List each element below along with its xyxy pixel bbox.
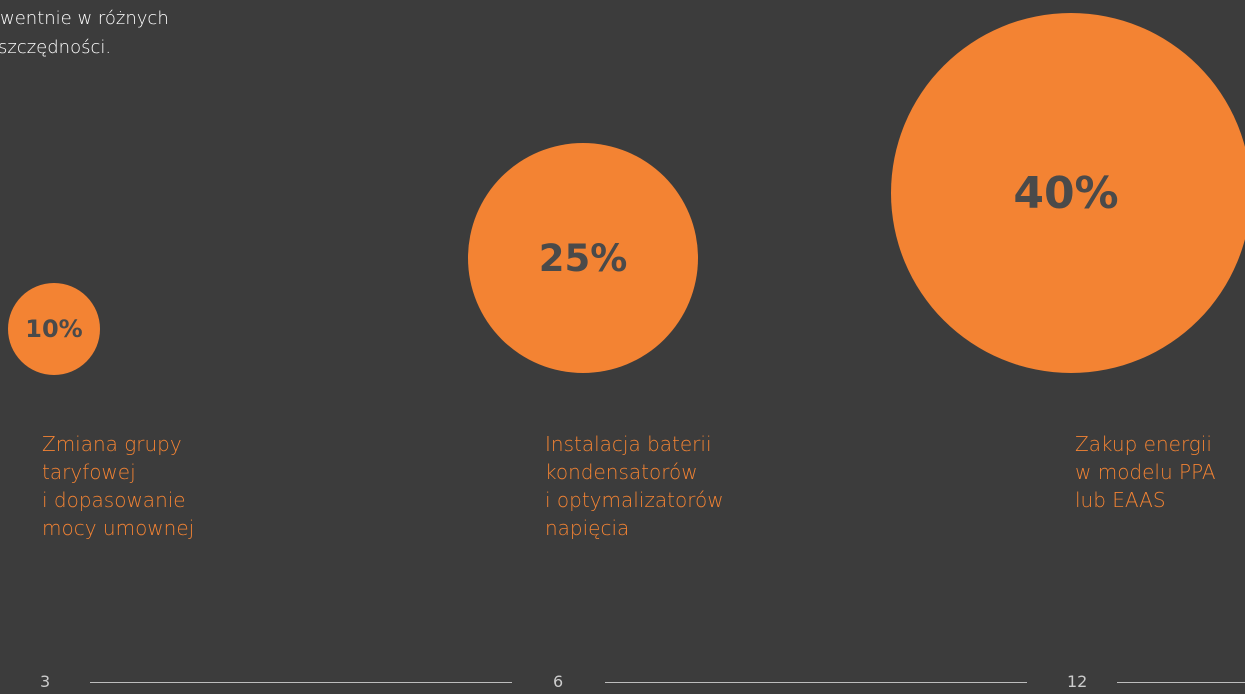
measure-label-2: Instalacja baterii kondensatorów i optym… bbox=[545, 430, 724, 542]
intro-line-1: wentnie w różnych bbox=[0, 8, 169, 29]
label-line: kondensatorów bbox=[545, 460, 698, 484]
label-line: Zakup energii bbox=[1075, 432, 1212, 456]
step-number-2: 6 bbox=[553, 672, 564, 691]
label-line: i optymalizatorów bbox=[545, 488, 724, 512]
intro-line-2: szczędności. bbox=[0, 37, 112, 58]
timeline-divider bbox=[605, 682, 1027, 683]
step-number-1: 3 bbox=[40, 672, 51, 691]
timeline-divider bbox=[90, 682, 512, 683]
label-line: Zmiana grupy bbox=[42, 432, 182, 456]
step-number-3: 12 bbox=[1067, 672, 1088, 691]
percent-value: 40% bbox=[1013, 167, 1119, 219]
label-line: lub EAAS bbox=[1075, 488, 1166, 512]
intro-text: wentnie w różnych szczędności. bbox=[0, 4, 258, 62]
savings-circle-25: 25% bbox=[468, 143, 698, 373]
label-line: mocy umownej bbox=[42, 516, 195, 540]
savings-circle-40: 40% bbox=[891, 13, 1245, 373]
label-line: w modelu PPA bbox=[1075, 460, 1216, 484]
measure-label-1: Zmiana grupy taryfowej i dopasowanie moc… bbox=[42, 430, 194, 542]
label-line: Instalacja baterii bbox=[545, 432, 712, 456]
percent-value: 10% bbox=[25, 315, 83, 343]
timeline-divider bbox=[1117, 682, 1245, 683]
label-line: i dopasowanie bbox=[42, 488, 186, 512]
measure-label-3: Zakup energii w modelu PPA lub EAAS bbox=[1075, 430, 1216, 514]
label-line: napięcia bbox=[545, 516, 630, 540]
savings-circle-10: 10% bbox=[8, 283, 100, 375]
label-line: taryfowej bbox=[42, 460, 136, 484]
percent-value: 25% bbox=[538, 236, 628, 280]
